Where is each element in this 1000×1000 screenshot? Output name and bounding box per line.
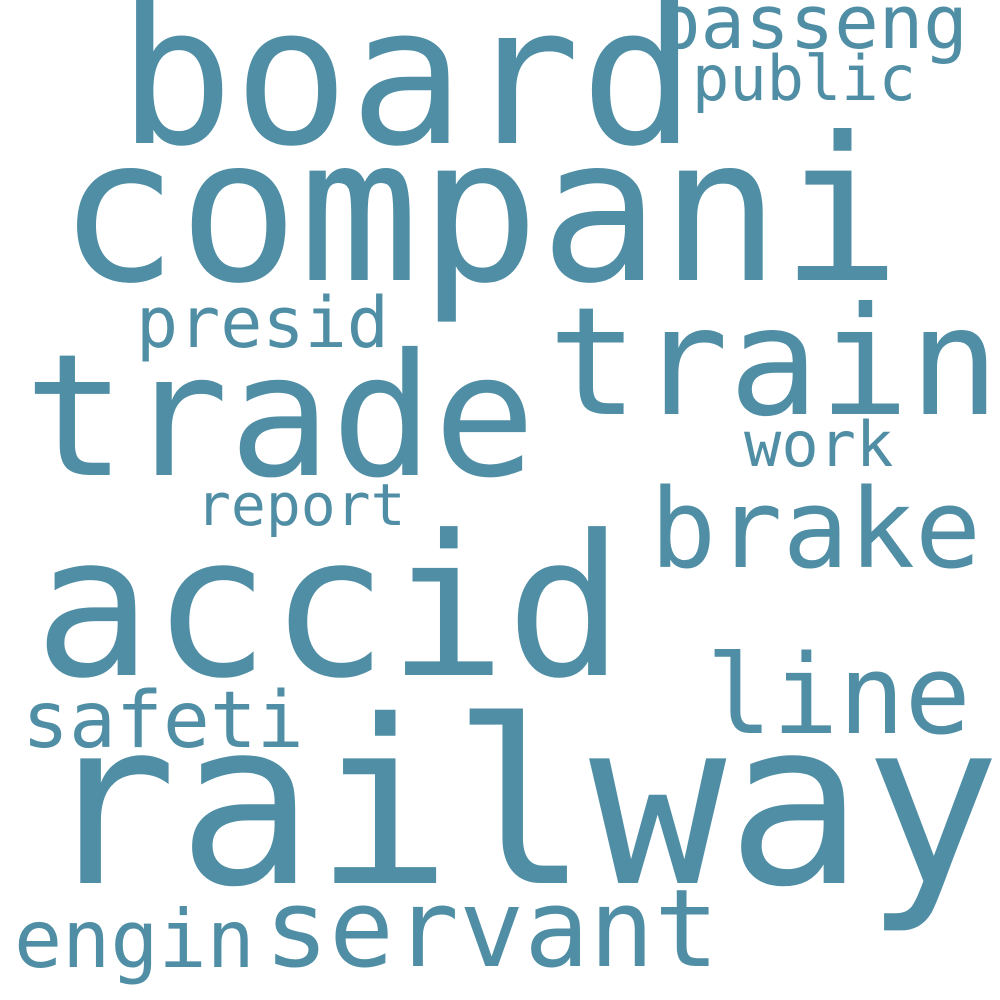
word-engin: engin [14, 893, 255, 986]
word-brake: brake [650, 465, 982, 593]
word-trade: trade [24, 318, 536, 516]
word-work: work [744, 408, 894, 481]
word-train: train [548, 276, 1000, 450]
word-servant: servant [264, 867, 720, 992]
word-compani: compani [58, 95, 901, 328]
word-safeti: safeti [22, 676, 304, 766]
word-presid: presid [136, 282, 389, 364]
word-railway: railway [40, 671, 1000, 937]
word-accid: accid [34, 494, 625, 722]
word-passeng: passeng [656, 0, 968, 66]
word-public: public [692, 42, 916, 115]
word-board: board [118, 0, 696, 189]
word-report: report [196, 471, 406, 539]
word-line: line [706, 631, 971, 759]
